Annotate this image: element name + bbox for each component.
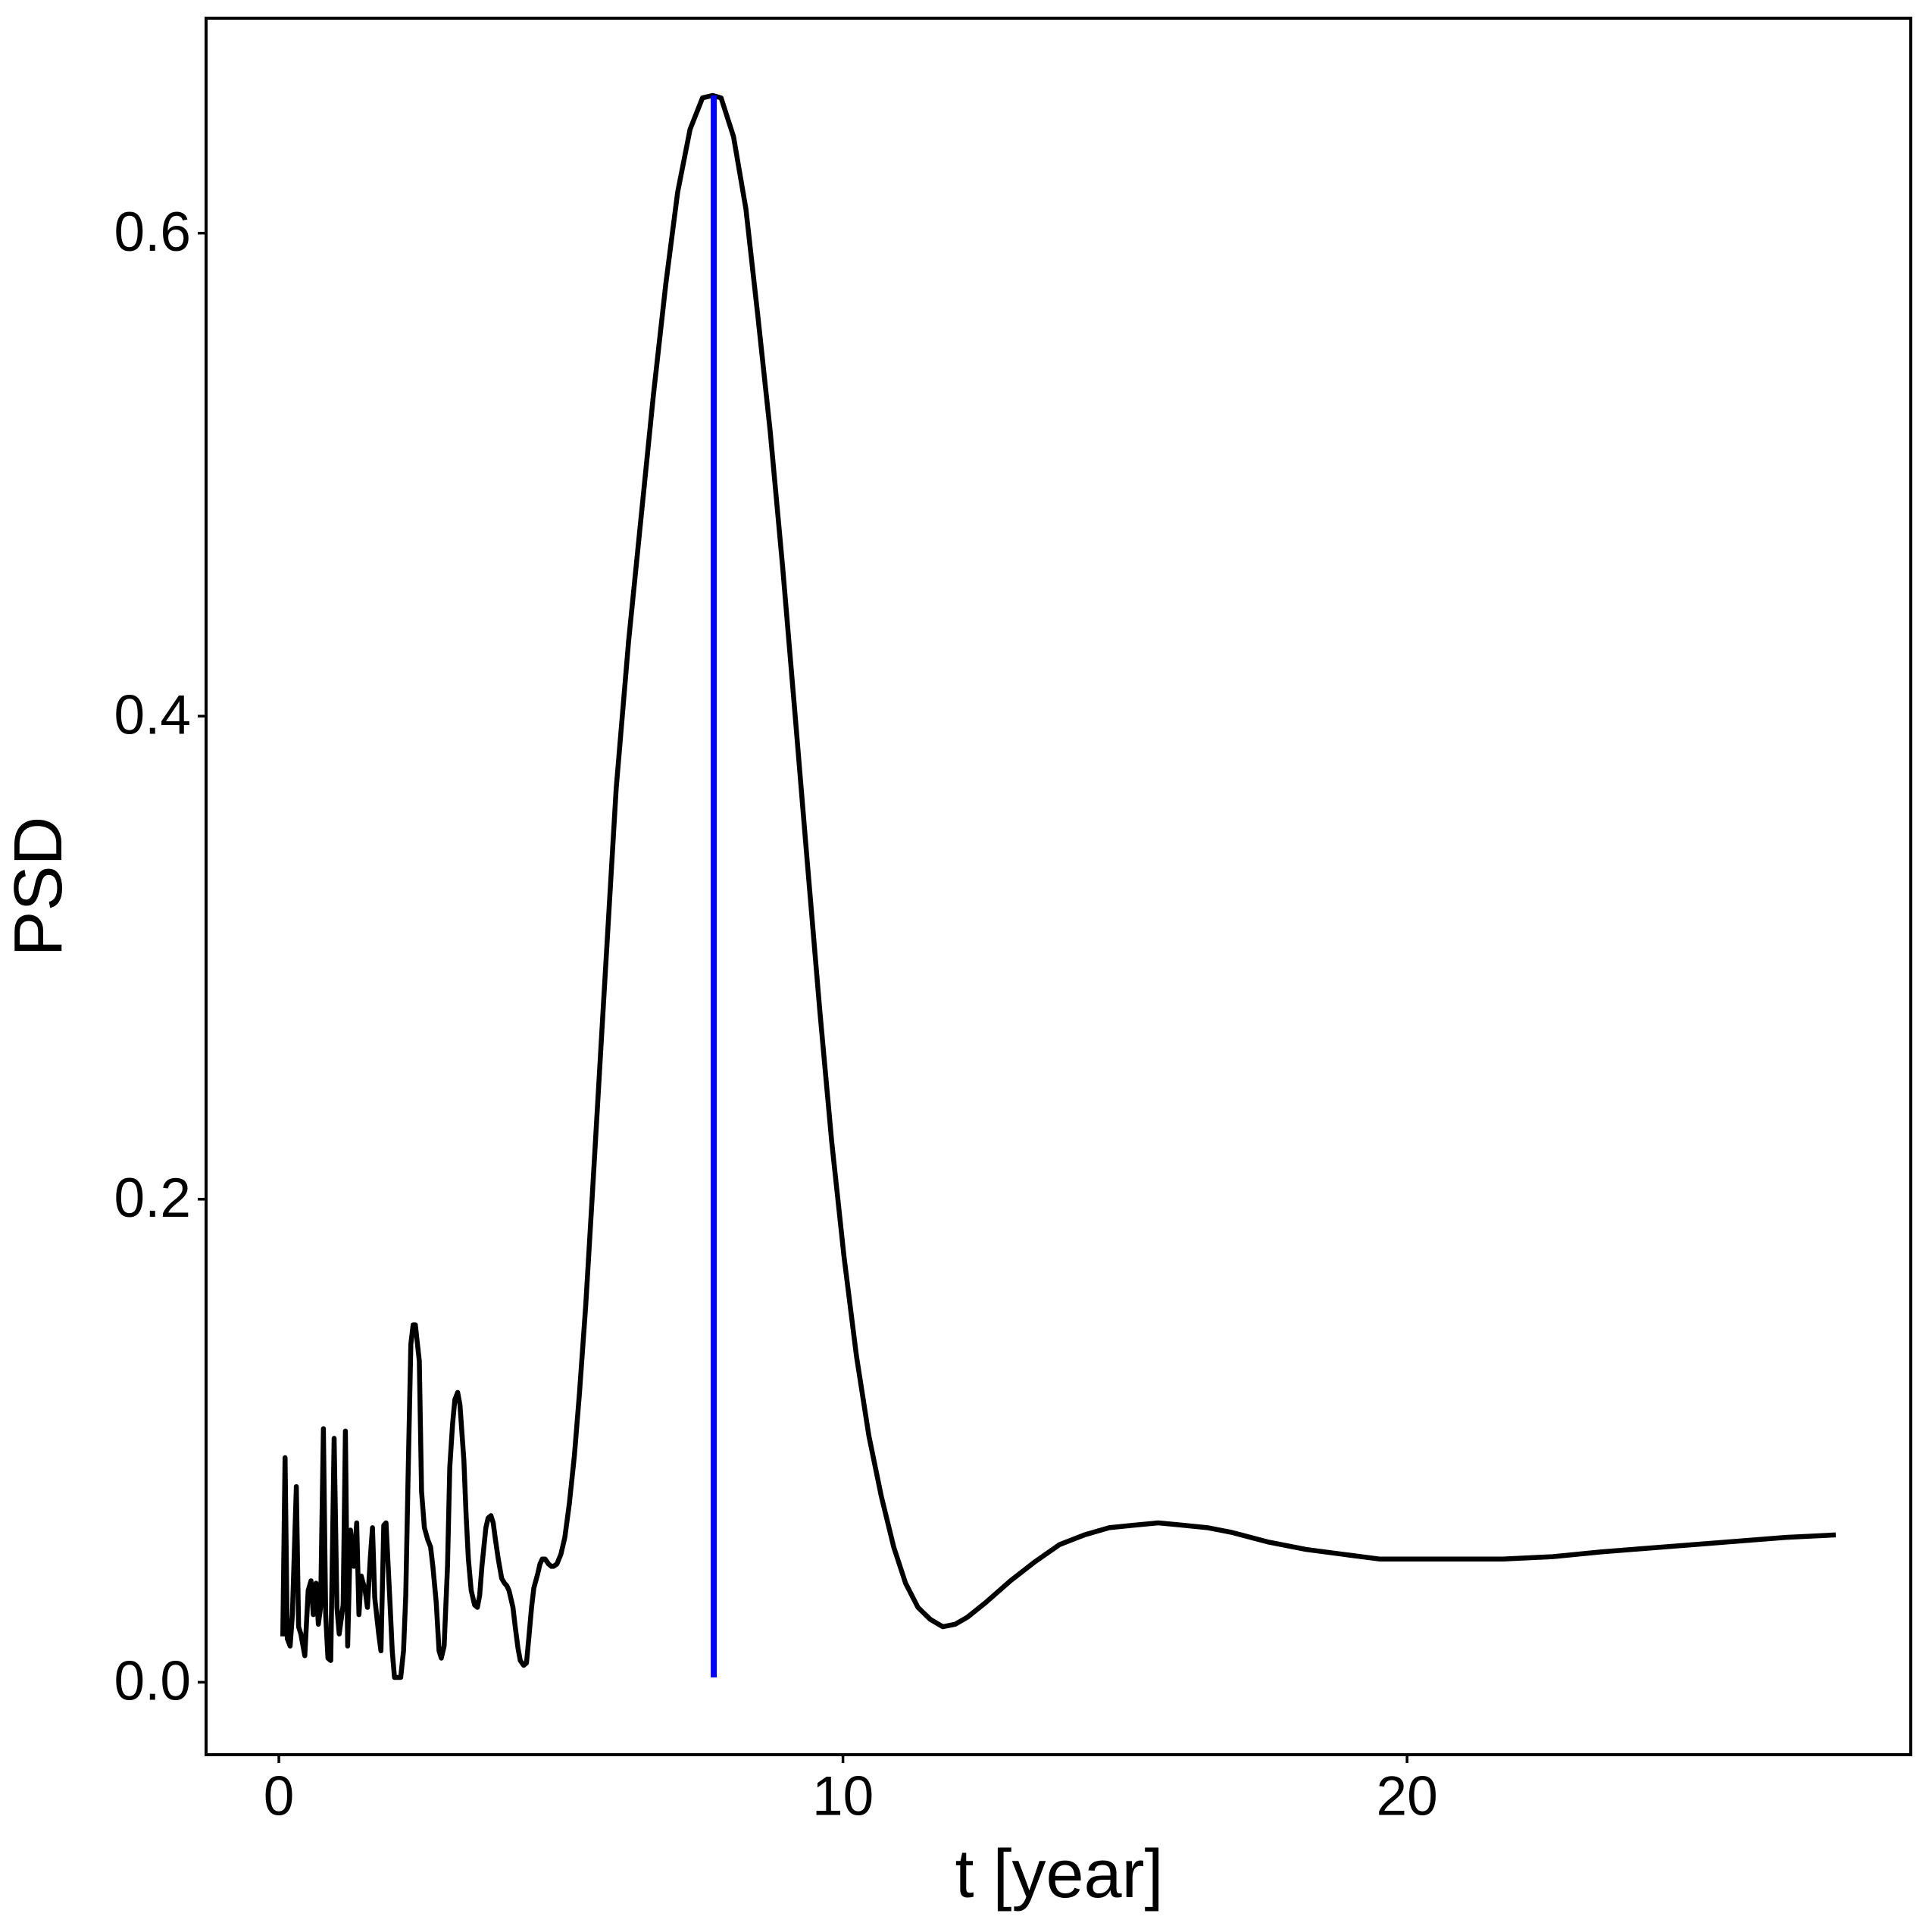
- x-tick-label: 0: [264, 1765, 295, 1827]
- y-tick-label: 0.2: [114, 1168, 191, 1229]
- x-tick-label: 10: [812, 1765, 874, 1827]
- x-tick-label: 20: [1377, 1765, 1438, 1827]
- y-tick-label: 0.6: [114, 202, 191, 263]
- plot-frame: [205, 17, 1912, 1756]
- x-axis-title: t [year]: [955, 1837, 1163, 1912]
- series-line: [280, 92, 1837, 1680]
- y-tick-label: 0.4: [114, 685, 191, 746]
- y-axis-title: PSD: [1, 816, 77, 956]
- y-tick-label: 0.0: [114, 1651, 191, 1712]
